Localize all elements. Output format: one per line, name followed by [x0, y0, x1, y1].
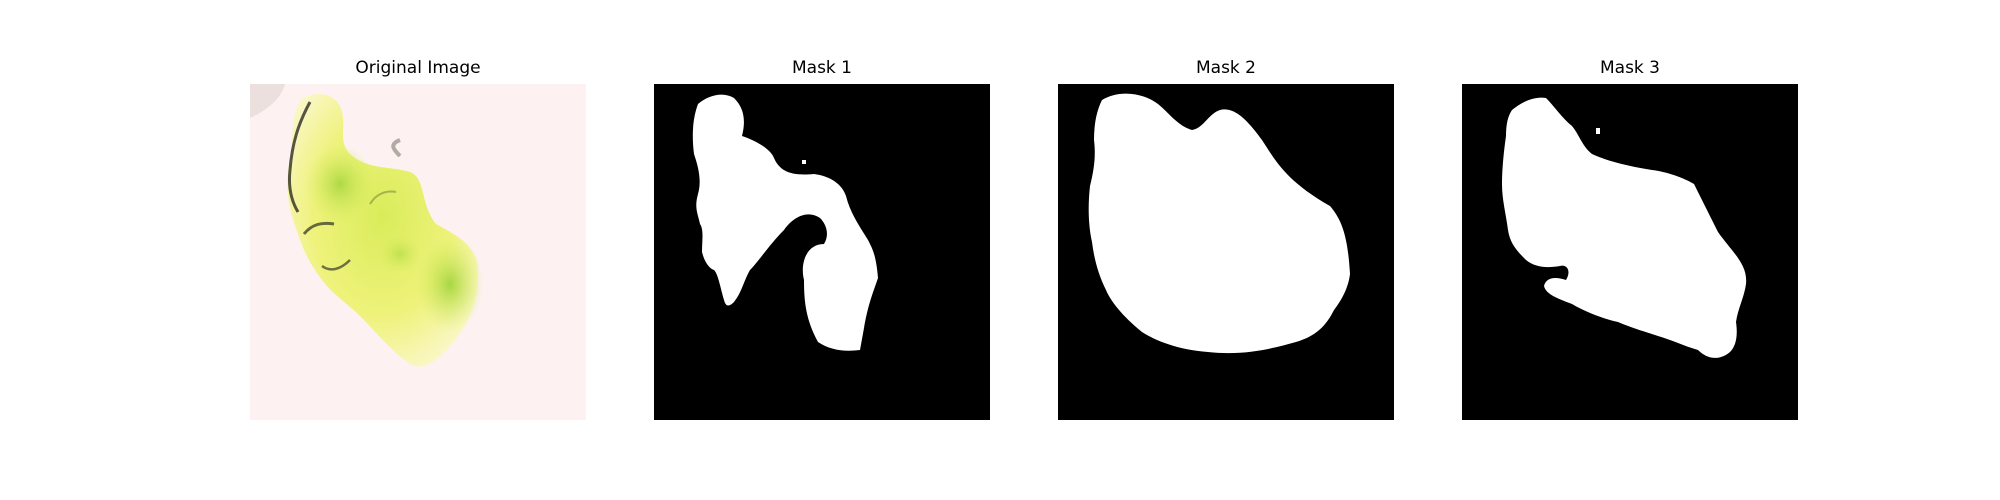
original-image-title: Original Image	[355, 58, 481, 78]
mask-3-image	[1462, 84, 1798, 420]
mask-1-title: Mask 1	[791, 58, 852, 78]
original-image	[250, 84, 586, 420]
mask-2-region	[1088, 93, 1350, 354]
mask-3-title: Mask 3	[1599, 58, 1660, 78]
mask-2-image	[1058, 84, 1394, 420]
mask-2-title: Mask 2	[1195, 58, 1256, 78]
mask-1-region	[692, 94, 878, 351]
mask-3-region	[1502, 97, 1747, 358]
mask-1-image	[654, 84, 990, 420]
